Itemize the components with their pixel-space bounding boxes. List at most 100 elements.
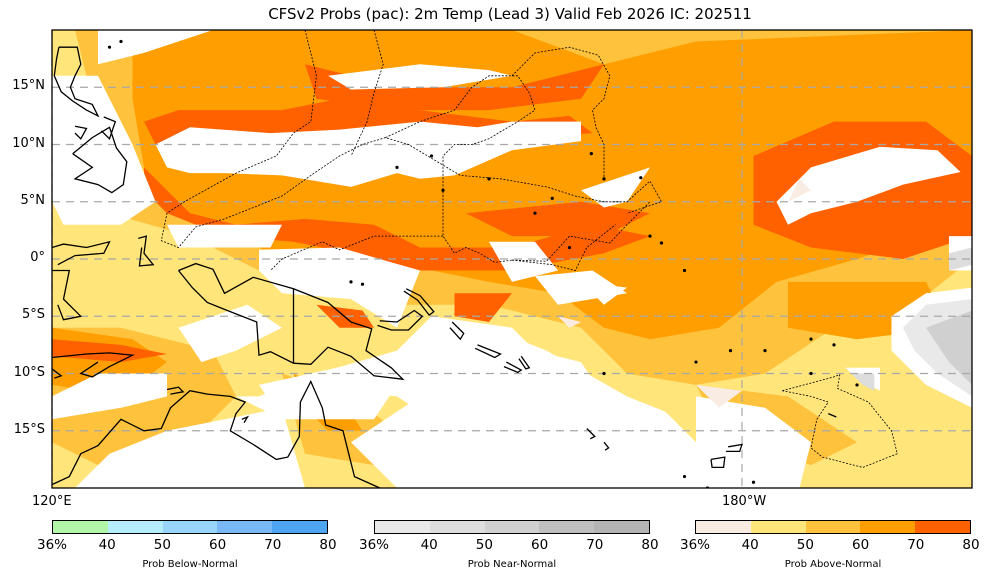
colorbar-segment [594, 521, 649, 533]
colorbar-below-normal [52, 520, 328, 534]
colorbar-segment [539, 521, 595, 533]
island-dot [694, 360, 698, 364]
colorbar-segment [860, 521, 916, 533]
island-dot [728, 349, 733, 353]
shade-white [259, 247, 420, 328]
eez-boundary [782, 373, 898, 468]
eez-boundary [385, 75, 536, 263]
colorbar-segment [429, 521, 485, 533]
island-dot [119, 39, 123, 44]
colorbar-segment [805, 521, 861, 533]
shade-white [52, 75, 156, 225]
shade-white [328, 64, 512, 90]
colorbar-segment [484, 521, 540, 533]
island-dot [855, 383, 859, 387]
shade-near-40-50 [949, 247, 972, 271]
timor-coast [52, 352, 135, 378]
eez-boundaries [160, 30, 898, 468]
shade-white [178, 304, 282, 363]
island-dot [360, 282, 365, 286]
shade-70-80 [454, 293, 512, 322]
colorbar-tick: 40 [420, 537, 438, 553]
shade-36-40 [788, 178, 811, 202]
colorbar-tick: 80 [962, 537, 980, 553]
island-dot [602, 177, 606, 181]
colorbar-label: Prob Below-Normal [142, 559, 238, 570]
groote-coast [241, 415, 250, 424]
new-caledonia-coast [558, 489, 570, 494]
shade-70-80 [466, 201, 650, 237]
solomons-coast [474, 344, 502, 359]
island-dot [395, 165, 399, 169]
shade-white [581, 281, 627, 305]
luzon-coast [53, 46, 100, 118]
lat-label: 0° [30, 250, 45, 265]
colorbar-label: Prob Above-Normal [784, 559, 882, 570]
island-dot [567, 245, 572, 250]
colorbar-tick: 36% [679, 537, 711, 553]
island-dot [107, 45, 112, 49]
eez-boundary [511, 224, 616, 271]
colorbar-segment [696, 521, 751, 533]
colorbar-segment [107, 521, 163, 533]
colorbar-tick: 60 [531, 537, 549, 553]
eez-boundary [511, 46, 611, 179]
shade-36-40 [696, 384, 742, 408]
island-dot [682, 474, 687, 479]
shade-white [259, 362, 397, 420]
sulawesi-coast [52, 240, 111, 266]
colorbar-segment [217, 521, 273, 533]
colorbar-segment [915, 521, 970, 533]
colorbar-tick: 60 [209, 537, 227, 553]
island-dot [441, 188, 445, 192]
coastlines [52, 39, 859, 494]
shade-white [155, 121, 581, 187]
colorbar-tick: 50 [796, 537, 814, 553]
shade-white [75, 407, 305, 488]
island-dot [751, 480, 756, 484]
samoa-coast [828, 413, 837, 418]
new-guinea-coast [177, 262, 405, 381]
colorbar-tick: 70 [586, 537, 604, 553]
panay-coast [74, 125, 88, 140]
lon-label: 120°E [32, 494, 72, 509]
island-dot [639, 176, 643, 180]
lat-label: 5°N [20, 192, 46, 208]
sumba-coast [52, 368, 63, 379]
island-dot [809, 337, 813, 341]
colorbar-label: Prob Near-Normal [467, 559, 557, 570]
eez-boundary [160, 30, 663, 248]
island-dot [832, 343, 836, 347]
vanuatu-coast [586, 428, 596, 440]
colorbar-tick: 70 [907, 537, 925, 553]
lat-label: 10°S [13, 364, 45, 380]
eez-boundary [511, 201, 651, 262]
fiji-coast [725, 443, 743, 453]
colorbar-segment [375, 521, 430, 533]
new-ireland-coast [403, 288, 435, 317]
shade-70-80 [316, 304, 374, 328]
shading-layer [52, 30, 972, 488]
island-dot [659, 241, 664, 245]
halmahera-coast [138, 235, 155, 267]
colorbar-segment [750, 521, 806, 533]
island-dot [809, 371, 813, 376]
map-title: CFSv2 Probs (pac): 2m Temp (Lead 3) Vali… [268, 5, 752, 23]
shade-white [776, 146, 961, 225]
shade-near-40-50 [851, 373, 875, 391]
shade-near-50-60 [926, 310, 972, 385]
shade-white [696, 396, 811, 488]
island-dot [349, 280, 353, 284]
fiji-coast [710, 456, 726, 469]
bougainville-coast [449, 321, 465, 341]
island-dot [550, 196, 554, 200]
colorbar-above-normal [695, 520, 971, 534]
island-dot [602, 371, 606, 376]
colorbar-tick: 36% [36, 537, 68, 553]
colorbar-tick: 40 [98, 537, 116, 553]
colorbar-tick: 70 [264, 537, 282, 553]
melville-coast [166, 386, 185, 395]
shade-white [489, 241, 558, 282]
lat-label: 5°S [21, 307, 45, 323]
